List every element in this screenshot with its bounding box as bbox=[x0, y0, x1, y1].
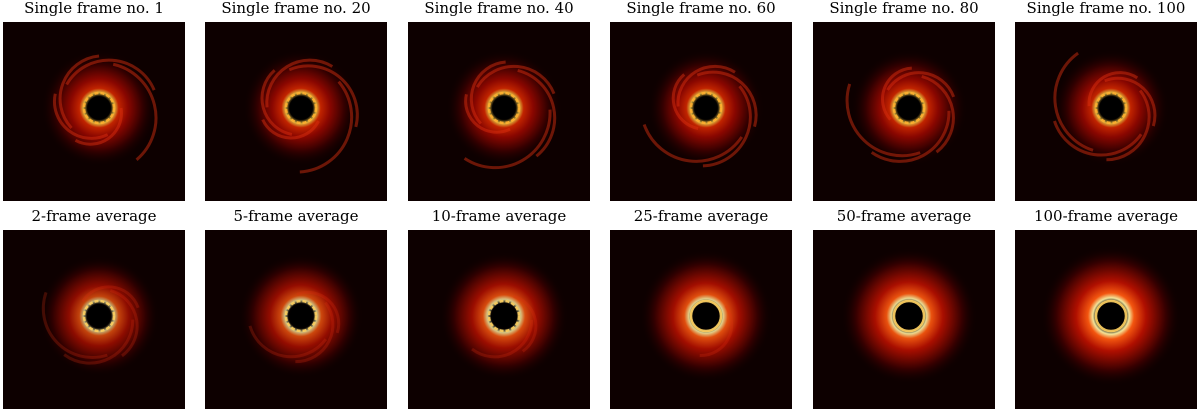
swirl-arm bbox=[1053, 120, 1143, 157]
swirl-arm bbox=[288, 64, 359, 128]
panel-title: Single frame no. 1 bbox=[24, 0, 164, 17]
photon-ring bbox=[487, 299, 521, 333]
swirl-arm bbox=[870, 110, 951, 163]
photon-ring bbox=[689, 91, 723, 125]
panel-image bbox=[813, 22, 995, 201]
shadow bbox=[493, 305, 515, 327]
swirl-arm bbox=[1087, 71, 1139, 107]
swirl-arm bbox=[248, 325, 328, 359]
photon-ring bbox=[284, 91, 318, 125]
shadow bbox=[695, 97, 717, 119]
swirl-arm bbox=[299, 80, 354, 174]
panel-image bbox=[408, 22, 590, 201]
swirl-arm bbox=[53, 93, 109, 140]
panel-title: Single frame no. 40 bbox=[424, 0, 573, 17]
swirl-arm bbox=[469, 60, 506, 125]
panel-image bbox=[1015, 22, 1197, 201]
panel-title: Single frame no. 60 bbox=[626, 0, 775, 17]
panel-image bbox=[610, 22, 792, 201]
shadow bbox=[493, 97, 515, 119]
swirl-arm bbox=[845, 83, 921, 158]
panel-title: Single frame no. 20 bbox=[221, 0, 370, 17]
swirl-arm bbox=[63, 319, 135, 365]
swirl-arm bbox=[513, 294, 538, 353]
swirl-arm bbox=[109, 288, 139, 358]
panel-title: 100-frame average bbox=[1034, 207, 1178, 225]
swirl-arm bbox=[881, 66, 912, 121]
shadow bbox=[898, 97, 920, 119]
panel-title: 5-frame average bbox=[233, 207, 358, 225]
panel-image bbox=[408, 230, 590, 409]
swirl-arm bbox=[642, 124, 743, 163]
photon-ring bbox=[82, 299, 116, 333]
swirl-arm bbox=[1106, 89, 1151, 162]
photon-ring bbox=[487, 91, 521, 125]
shadow bbox=[88, 305, 110, 327]
shadow bbox=[695, 305, 717, 327]
swirl-arm bbox=[921, 75, 955, 154]
swirl-arm bbox=[702, 85, 752, 168]
photon-ring bbox=[82, 91, 116, 125]
swirl-arm bbox=[112, 62, 158, 161]
photon-ring bbox=[689, 299, 723, 333]
panel-title: 25-frame average bbox=[634, 207, 769, 225]
swirl-arm bbox=[81, 285, 140, 309]
swirl-arm bbox=[58, 54, 100, 130]
panel-title: 2-frame average bbox=[31, 207, 156, 225]
panel-image bbox=[3, 230, 185, 409]
swirl-arm bbox=[671, 73, 699, 131]
shadow bbox=[88, 97, 110, 119]
swirl-arm bbox=[1053, 51, 1094, 152]
panel-image bbox=[3, 22, 185, 201]
shadow bbox=[290, 97, 312, 119]
panel-title: Single frame no. 80 bbox=[829, 0, 978, 17]
photon-ring bbox=[892, 91, 926, 125]
shadow bbox=[1100, 305, 1122, 327]
swirl-arm bbox=[65, 58, 156, 91]
swirl-arm bbox=[295, 301, 335, 364]
panel-title: 10-frame average bbox=[432, 207, 567, 225]
swirl-arm bbox=[696, 70, 758, 128]
swirl-arm bbox=[261, 119, 320, 140]
photon-ring bbox=[892, 299, 926, 333]
swirl-arm bbox=[699, 305, 734, 358]
panel-image bbox=[813, 230, 995, 409]
panel-image bbox=[610, 230, 792, 409]
swirl-arm bbox=[41, 291, 108, 359]
shadow bbox=[290, 305, 312, 327]
panel-image bbox=[205, 22, 387, 201]
photon-ring bbox=[1094, 91, 1128, 125]
swirl-arm bbox=[475, 64, 556, 95]
shadow bbox=[1100, 97, 1122, 119]
panel-image bbox=[205, 230, 387, 409]
swirl-arm bbox=[676, 64, 736, 107]
shadow bbox=[898, 305, 920, 327]
swirl-arm bbox=[296, 290, 341, 334]
panel-image bbox=[1015, 230, 1197, 409]
swirl-arm bbox=[265, 58, 334, 108]
photon-ring bbox=[284, 299, 318, 333]
swirl-arm bbox=[74, 107, 123, 146]
swirl-arm bbox=[886, 71, 956, 98]
swirl-arm bbox=[260, 69, 293, 136]
swirl-arm bbox=[1104, 76, 1157, 127]
swirl-arm bbox=[517, 68, 557, 158]
swirl-arm bbox=[464, 93, 511, 134]
panel-title: Single frame no. 100 bbox=[1027, 0, 1186, 17]
photon-ring bbox=[1094, 299, 1128, 333]
swirl-arm bbox=[471, 319, 534, 359]
swirl-arm bbox=[463, 109, 552, 170]
panel-title: 50-frame average bbox=[837, 207, 972, 225]
